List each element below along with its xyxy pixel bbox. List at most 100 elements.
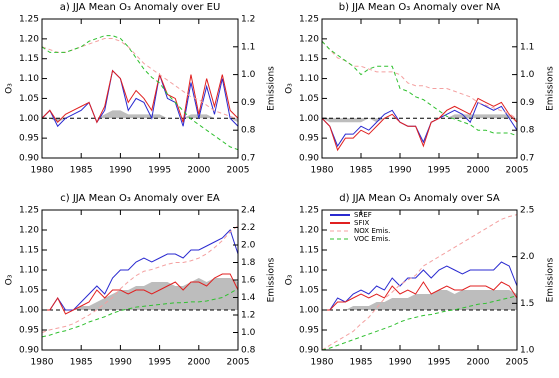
- y2-tick-label: 1.2: [241, 15, 255, 25]
- y2-axis-label: Emissions: [546, 66, 556, 111]
- x-tick-label: 2005: [506, 358, 529, 368]
- x-tick-label: 1985: [350, 166, 373, 176]
- chart-title: c) JJA Mean O₃ Anomaly over EA: [60, 193, 220, 204]
- x-tick-label: 2005: [227, 166, 250, 176]
- y-tick-label: 1.00: [19, 114, 39, 124]
- y-tick-label: 1.15: [19, 246, 39, 256]
- y-tick-label: 1.20: [19, 34, 39, 44]
- y-tick-label: 0.90: [19, 154, 39, 164]
- x-tick-label: 1995: [148, 358, 171, 368]
- y-axis-label: O₃: [285, 83, 295, 94]
- series-line: [322, 281, 518, 311]
- y-tick-label: 1.05: [299, 94, 319, 104]
- y-tick-label: 1.25: [299, 206, 319, 216]
- y2-tick-label: 1.8: [241, 258, 256, 268]
- y-tick-label: 1.25: [19, 206, 39, 216]
- shaded-area: [322, 290, 517, 310]
- legend-label: NOX Emis.: [354, 227, 390, 235]
- y2-axis-label: Emissions: [267, 66, 277, 111]
- series-line: [321, 40, 518, 120]
- x-tick-label: 1985: [70, 358, 93, 368]
- x-tick-label: 2000: [467, 166, 490, 176]
- y-tick-label: 1.05: [19, 94, 39, 104]
- x-tick-label: 1980: [31, 166, 54, 176]
- y2-tick-label: 1.0: [241, 70, 256, 80]
- series-line: [41, 69, 239, 124]
- y-tick-label: 1.25: [299, 15, 319, 25]
- x-tick-label: 1990: [389, 166, 412, 176]
- x-tick-label: 1990: [389, 358, 412, 368]
- x-tick-label: 2000: [187, 166, 210, 176]
- shaded-area: [42, 110, 238, 123]
- y2-tick-label: 0.9: [520, 98, 535, 108]
- y2-axis-label: Emissions: [546, 257, 556, 302]
- y2-axis-label: Emissions: [267, 257, 277, 302]
- y-tick-label: 1.20: [299, 34, 319, 44]
- y2-tick-label: 0.7: [241, 154, 255, 164]
- y-tick-label: 0.95: [19, 134, 39, 144]
- y2-tick-label: 1.1: [241, 42, 255, 52]
- y2-tick-label: 2.4: [241, 206, 256, 216]
- y2-tick-label: 0.8: [241, 346, 256, 356]
- y-tick-label: 1.15: [299, 246, 319, 256]
- y-tick-label: 1.15: [19, 54, 39, 64]
- y2-tick-label: 1.2: [241, 311, 255, 321]
- x-tick-label: 2000: [187, 358, 210, 368]
- x-tick-label: 1995: [148, 166, 171, 176]
- y-axis-label: O₃: [285, 274, 295, 285]
- y2-tick-label: 1.4: [241, 293, 256, 303]
- legend-label: SREF: [354, 211, 372, 219]
- y-tick-label: 0.90: [19, 346, 39, 356]
- series-line: [321, 295, 518, 351]
- series-line: [42, 273, 239, 315]
- y2-tick-label: 2.2: [241, 223, 255, 233]
- x-tick-label: 1985: [70, 166, 93, 176]
- series-line: [321, 214, 518, 351]
- y-tick-label: 1.10: [19, 266, 39, 276]
- chart-title: b) JJA Mean O₃ Anomaly over NA: [339, 2, 501, 13]
- y-tick-label: 0.95: [299, 326, 319, 336]
- y-tick-label: 1.20: [299, 226, 319, 236]
- plot-frame: [41, 18, 239, 159]
- y2-tick-label: 2.5: [520, 206, 534, 216]
- y-tick-label: 1.25: [19, 15, 39, 25]
- y2-tick-label: 2.0: [241, 241, 256, 251]
- y2-tick-label: 0.9: [241, 98, 256, 108]
- y2-tick-label: 0.8: [520, 126, 535, 136]
- y-tick-label: 1.05: [19, 286, 39, 296]
- chart-title: d) JJA Mean O₃ Anomaly over SA: [339, 193, 500, 204]
- shaded-area: [322, 114, 517, 123]
- x-tick-label: 1995: [428, 166, 451, 176]
- legend-label: SFIX: [354, 219, 370, 227]
- y2-tick-label: 1.6: [241, 276, 256, 286]
- x-tick-label: 1980: [31, 358, 54, 368]
- x-tick-label: 1990: [109, 166, 132, 176]
- y2-tick-label: 0.7: [520, 154, 534, 164]
- plot-frame: [321, 209, 518, 351]
- y2-tick-label: 1.0: [520, 346, 535, 356]
- x-tick-label: 1995: [428, 358, 451, 368]
- x-tick-label: 2005: [506, 166, 529, 176]
- series-line: [41, 225, 239, 333]
- series-line: [321, 101, 518, 148]
- y-tick-label: 1.05: [299, 286, 319, 296]
- series-line: [322, 261, 518, 311]
- series-line: [321, 97, 518, 152]
- x-tick-label: 2005: [227, 358, 250, 368]
- legend-label: VOC Emis.: [354, 235, 390, 243]
- y2-tick-label: 1.0: [241, 328, 256, 338]
- y-tick-label: 1.10: [299, 74, 319, 84]
- y-tick-label: 0.90: [299, 154, 319, 164]
- y-axis-label: O₃: [5, 83, 15, 94]
- x-tick-label: 1985: [350, 358, 373, 368]
- y-axis-label: O₃: [5, 274, 15, 285]
- y-tick-label: 0.95: [299, 134, 319, 144]
- x-tick-label: 1990: [109, 358, 132, 368]
- y2-tick-label: 2.0: [520, 252, 535, 262]
- y-tick-label: 0.95: [19, 326, 39, 336]
- x-tick-label: 1980: [311, 358, 334, 368]
- series-line: [321, 40, 518, 137]
- x-tick-label: 2000: [467, 358, 490, 368]
- y-tick-label: 1.15: [299, 54, 319, 64]
- y-tick-label: 1.00: [299, 306, 319, 316]
